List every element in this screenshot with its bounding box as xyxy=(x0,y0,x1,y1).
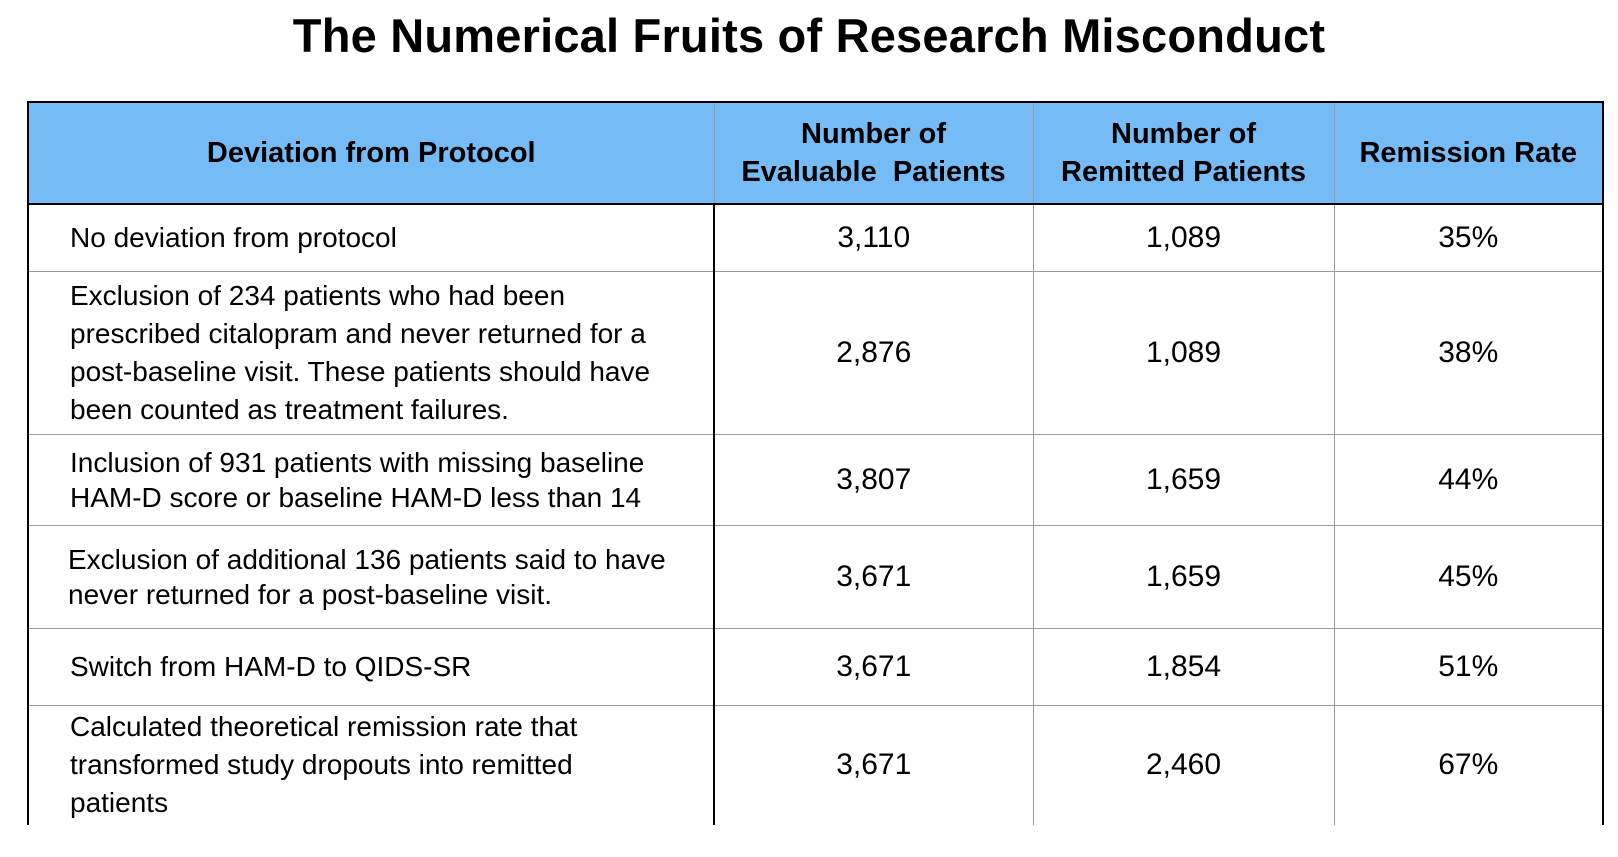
header-remitted-line-2: Remitted Patients xyxy=(1061,156,1306,188)
remitted-cell: 1,659 xyxy=(1032,524,1334,628)
evaluable-cell: 3,110 xyxy=(837,220,911,254)
header-evaluable-patients: Number of Evaluable Patients xyxy=(713,102,1033,205)
deviation-text-line: patients xyxy=(70,787,169,819)
evaluable-cell: 3,671 xyxy=(714,524,1033,628)
deviation-text-line: No deviation from protocol xyxy=(70,221,397,253)
deviation-text-line: Switch from HAM-D to QIDS-SR xyxy=(70,650,472,682)
deviation-text-line: Calculated theoretical remission rate th… xyxy=(70,711,578,743)
page-title: The Numerical Fruits of Research Miscond… xyxy=(292,9,1326,62)
rate-cell: 44% xyxy=(1333,433,1603,525)
header-deviation-line: Deviation from Protocol xyxy=(206,137,536,169)
deviation-text-line: post-baseline visit. These patients shou… xyxy=(70,355,651,387)
deviation-text-line: Inclusion of 931 patients with missing b… xyxy=(70,446,645,478)
rate-cell: 38% xyxy=(1333,270,1603,434)
rate-cell: 67% xyxy=(1333,704,1603,825)
table-row: Calculated theoretical remission rate th… xyxy=(28,704,1603,825)
deviation-text-line: been counted as treatment failures. xyxy=(70,393,509,425)
remitted-cell: 1,659 xyxy=(1032,433,1334,525)
header-remitted-patients: Number of Remitted Patients xyxy=(1032,102,1334,205)
header-remission-rate: Remission Rate xyxy=(1333,102,1603,205)
deviation-text-line: prescribed citalopram and never returned… xyxy=(70,317,646,349)
header-rate-line: Remission Rate xyxy=(1359,137,1578,169)
remitted-cell: 1,089 xyxy=(1032,204,1334,271)
evaluable-cell: 3,671 xyxy=(714,704,1033,825)
deviation-text-line: HAM-D score or baseline HAM-D less than … xyxy=(70,481,642,513)
rate-cell: 35% xyxy=(1333,204,1603,271)
deviation-cell: No deviation from protocol xyxy=(28,204,715,271)
remitted-cell: 2,460 xyxy=(1032,704,1334,825)
deviation-text-line: Exclusion of 234 patients who had been xyxy=(70,279,566,311)
table-row: Inclusion of 931 patients with missing b… xyxy=(28,433,1603,525)
remitted-cell: 1,854 xyxy=(1032,627,1334,705)
header-deviation: Deviation from Protocol xyxy=(28,102,714,205)
misconduct-table: Deviation from Protocol Number of Evalua… xyxy=(27,101,1604,825)
deviation-cell: Exclusion of 234 patients who had been p… xyxy=(28,270,715,434)
table-row: No deviation from protocol 3,110 1,089 3… xyxy=(28,204,1603,271)
deviation-text-line: never returned for a post-baseline visit… xyxy=(68,578,553,610)
header-remitted-line-1: Number of xyxy=(1111,118,1256,150)
deviation-text-line: Exclusion of additional 136 patients sai… xyxy=(68,543,666,575)
evaluable-cell: 3,807 xyxy=(714,433,1033,525)
deviation-text-line: transformed study dropouts into remitted xyxy=(70,749,573,781)
table-header-row: Deviation from Protocol Number of Evalua… xyxy=(28,102,1603,205)
table-row: Exclusion of additional 136 patients sai… xyxy=(28,524,1603,628)
header-evaluable-line-2: Evaluable Patients xyxy=(741,156,1006,188)
rate-cell: 51% xyxy=(1333,627,1603,705)
deviation-cell: Exclusion of additional 136 patients sai… xyxy=(28,524,715,628)
deviation-cell: Switch from HAM-D to QIDS-SR xyxy=(28,627,715,705)
evaluable-cell: 2,876 xyxy=(714,270,1033,434)
deviation-cell: Inclusion of 931 patients with missing b… xyxy=(28,433,715,525)
table-row: Exclusion of 234 patients who had been p… xyxy=(28,270,1603,434)
header-evaluable-line-1: Number of xyxy=(801,118,946,150)
rate-cell: 45% xyxy=(1333,524,1603,628)
remitted-cell: 1,089 xyxy=(1032,270,1334,434)
evaluable-cell: 3,671 xyxy=(714,627,1033,705)
table-row: Switch from HAM-D to QIDS-SR 3,671 1,854… xyxy=(28,627,1603,705)
deviation-cell: Calculated theoretical remission rate th… xyxy=(28,704,715,825)
